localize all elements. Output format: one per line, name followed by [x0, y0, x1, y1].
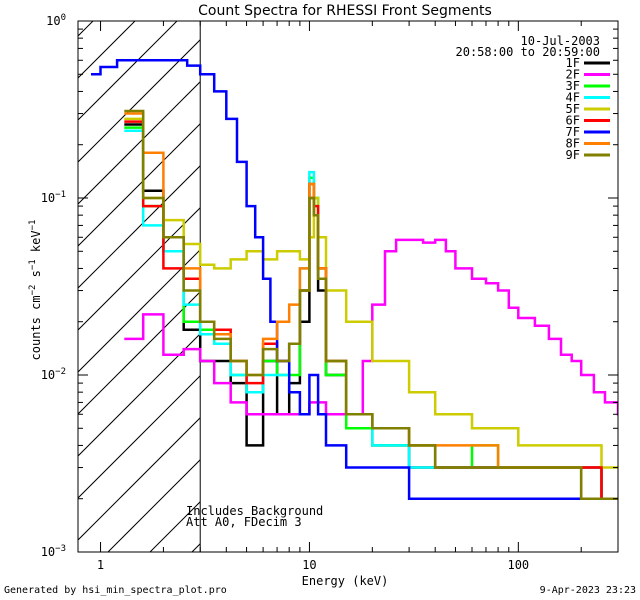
- hatch-line: [78, 333, 201, 457]
- note-background: Includes Background: [186, 504, 323, 518]
- plot-frame: [77, 20, 619, 553]
- tick-labels: 1 10 100 10−3 10−2 10−1 100: [41, 13, 529, 572]
- y-axis-label: counts cm−2 s−1 keV−1: [28, 220, 43, 361]
- hatch-line: [78, 81, 201, 205]
- y-tick-label: 10−3: [41, 544, 66, 559]
- legend-label-5F: 5F: [566, 102, 580, 116]
- y-tick-label: 100: [46, 13, 66, 28]
- legend-label-3F: 3F: [566, 79, 580, 93]
- series-line-7F: [91, 59, 618, 500]
- axis-ticks: [78, 21, 619, 553]
- legend-label-6F: 6F: [566, 114, 580, 128]
- series-line-2F: [124, 238, 618, 416]
- note-attenuator: Att A0, FDecim 3: [186, 515, 302, 529]
- time-annotation: 20:58:00 to 20:59:00: [456, 45, 601, 59]
- footer-generator: Generated by hsi_min_spectra_plot.pro: [4, 585, 227, 596]
- series-lines: [91, 59, 618, 500]
- hatch-line: [78, 207, 201, 331]
- legend-label-8F: 8F: [566, 137, 580, 151]
- legend-label-2F: 2F: [566, 68, 580, 82]
- hatch-line: [78, 249, 201, 373]
- hatch-line: [78, 21, 136, 79]
- chart-title: Count Spectra for RHESSI Front Segments: [198, 3, 492, 19]
- y-tick-label: 10−1: [41, 190, 66, 205]
- hatch-line: [78, 417, 201, 541]
- hatch-line: [78, 165, 201, 289]
- background-hatched-region: [78, 0, 640, 552]
- legend-label-9F: 9F: [566, 148, 580, 162]
- x-tick-label: 10: [302, 558, 316, 572]
- x-tick-label: 1: [97, 558, 104, 572]
- series-line-5F: [124, 117, 618, 469]
- date-annotation: 10-Jul-2003: [521, 34, 600, 48]
- hatch-line: [78, 21, 178, 121]
- hatch-line: [78, 375, 201, 499]
- legend-label-4F: 4F: [566, 91, 580, 105]
- hatch-line: [78, 123, 201, 247]
- x-tick-label: 100: [507, 558, 529, 572]
- hatch-line: [107, 459, 201, 552]
- legend-label-1F: 1F: [566, 56, 580, 70]
- series-line-9F: [124, 109, 618, 500]
- hatch-line: [78, 39, 201, 163]
- legend-label-7F: 7F: [566, 125, 580, 139]
- hatch-line: [276, 0, 640, 552]
- footer-timestamp: 9-Apr-2023 23:23: [539, 585, 636, 596]
- y-tick-label: 10−2: [41, 367, 66, 382]
- x-axis-label: Energy (keV): [302, 574, 389, 588]
- hatch-line: [78, 21, 94, 37]
- hatch-line: [78, 291, 201, 415]
